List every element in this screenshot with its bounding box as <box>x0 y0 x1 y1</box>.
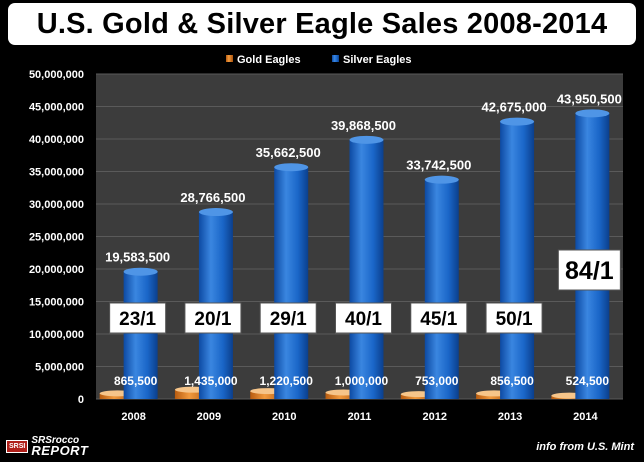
ratio-label: 84/1 <box>565 257 614 285</box>
silver-value-label: 35,662,500 <box>256 145 321 160</box>
gold-value-label: 1,220,500 <box>260 374 314 388</box>
title-banner: U.S. Gold & Silver Eagle Sales 2008-2014 <box>8 3 636 45</box>
chart-title: U.S. Gold & Silver Eagle Sales 2008-2014 <box>36 7 608 40</box>
silver-value-label: 33,742,500 <box>406 158 471 173</box>
silver-value-label: 39,868,500 <box>331 118 396 133</box>
silver-bar <box>424 179 459 399</box>
gold-value-label: 856,500 <box>490 374 534 388</box>
gold-value-label: 1,435,000 <box>184 374 238 388</box>
silver-bar <box>274 167 309 399</box>
ratio-label: 40/1 <box>345 309 382 330</box>
x-tick-label: 2008 <box>121 411 145 423</box>
x-tick-label: 2014 <box>573 411 598 423</box>
y-tick-label: 35,000,000 <box>29 167 84 179</box>
logo-line-1: SRSrocco <box>31 435 80 446</box>
y-tick-label: 0 <box>78 394 84 406</box>
y-tick-label: 5,000,000 <box>35 362 84 374</box>
ratio-box <box>335 302 392 334</box>
silver-bar-top <box>198 208 233 217</box>
silver-bar-top <box>575 109 610 118</box>
silver-value-label: 19,583,500 <box>105 250 170 265</box>
silver-bar-top <box>500 117 535 126</box>
silver-bar-top <box>123 267 158 276</box>
y-tick-label: 50,000,000 <box>29 69 84 81</box>
gold-value-label: 865,500 <box>114 374 158 388</box>
ratio-label: 29/1 <box>270 309 307 330</box>
silver-value-label: 28,766,500 <box>180 190 245 205</box>
ratio-label: 45/1 <box>420 309 457 330</box>
ratio-box <box>485 302 543 334</box>
legend-label: Gold Eagles <box>237 54 301 66</box>
gold-value-label: 753,000 <box>415 374 459 388</box>
gold-bar <box>250 391 287 399</box>
ratio-box <box>184 302 242 334</box>
logo-line-2: REPORT <box>31 443 89 458</box>
silver-value-label: 43,950,500 <box>557 91 622 106</box>
y-tick-label: 45,000,000 <box>29 102 84 114</box>
silver-bar-top <box>274 163 309 172</box>
x-tick-label: 2009 <box>197 411 221 423</box>
x-tick-label: 2012 <box>423 411 447 423</box>
ratio-label: 20/1 <box>194 309 231 330</box>
ratio-label: 23/1 <box>119 309 156 330</box>
source-note: info from U.S. Mint <box>536 441 634 453</box>
ratio-box <box>109 302 167 334</box>
gold-value-label: 1,000,000 <box>335 374 389 388</box>
silver-bar-top <box>424 175 459 184</box>
gold-bar <box>325 392 362 399</box>
legend-swatch <box>332 55 339 62</box>
y-tick-label: 15,000,000 <box>29 297 84 309</box>
y-tick-label: 20,000,000 <box>29 264 84 276</box>
y-tick-label: 30,000,000 <box>29 199 84 211</box>
legend-swatch <box>226 55 233 62</box>
x-tick-label: 2011 <box>348 411 372 423</box>
ratio-box <box>410 302 468 334</box>
ratio-label: 50/1 <box>496 309 533 330</box>
logo-badge: SRSI <box>6 439 29 453</box>
silver-bar <box>123 271 158 399</box>
silver-bar-top <box>349 135 384 144</box>
silver-bar <box>349 139 384 400</box>
y-tick-label: 40,000,000 <box>29 134 84 146</box>
y-tick-label: 25,000,000 <box>29 232 84 244</box>
x-tick-label: 2013 <box>498 411 522 423</box>
silver-bar <box>500 121 535 400</box>
silver-value-label: 42,675,000 <box>482 100 547 115</box>
srsrocco-logo: SRSI SRSrocco REPORT <box>6 435 89 458</box>
gold-value-label: 524,500 <box>566 374 610 388</box>
y-tick-label: 10,000,000 <box>29 329 84 341</box>
x-tick-label: 2010 <box>272 411 296 423</box>
ratio-box <box>557 249 621 291</box>
gold-bar <box>174 389 211 399</box>
legend-label: Silver Eagles <box>343 54 412 66</box>
ratio-box <box>259 302 317 334</box>
